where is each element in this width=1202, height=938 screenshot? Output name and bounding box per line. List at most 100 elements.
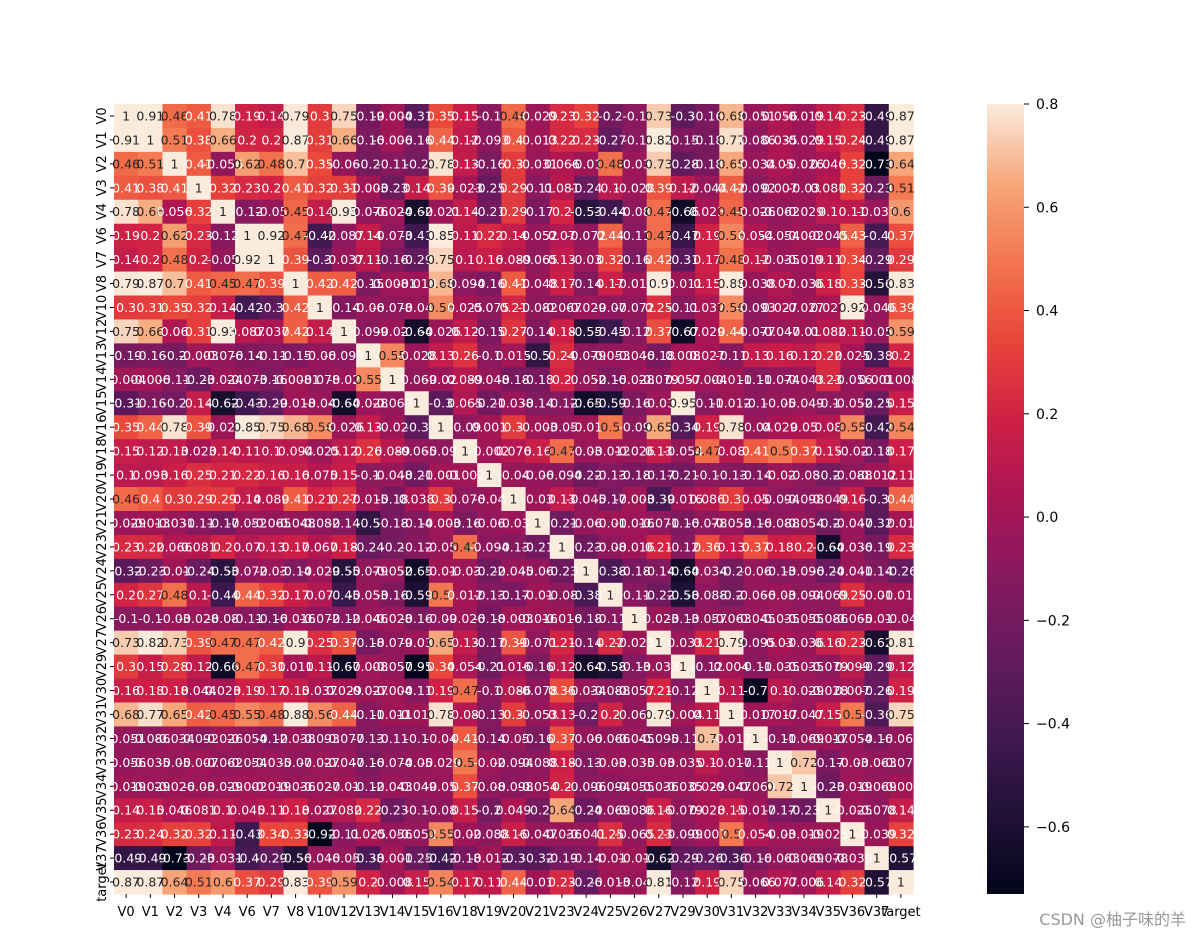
heatmap-cell [307, 367, 333, 392]
heatmap-cell [210, 439, 236, 464]
heatmap-cell [259, 798, 285, 823]
cell-annotation: 0.23 [233, 180, 261, 195]
cell-annotation: 0.47 [233, 276, 261, 291]
cell-annotation: 0.012 [447, 587, 483, 602]
y-tick-label: V15 [95, 391, 110, 416]
heatmap-cell [888, 127, 914, 153]
heatmap-cell [816, 846, 841, 871]
heatmap-cell [283, 510, 309, 536]
x-tick-label: V20 [501, 905, 526, 920]
cell-annotation: 0.32 [306, 180, 334, 195]
cell-annotation: -0.016 [275, 611, 315, 626]
cell-annotation: -0.012 [857, 468, 897, 483]
heatmap-cell [840, 654, 866, 680]
heatmap-cell [598, 702, 624, 728]
heatmap-cell [598, 199, 624, 225]
cell-annotation: 0.41 [742, 444, 770, 459]
heatmap-cell [380, 534, 406, 560]
cell-annotation: -0.16 [594, 372, 626, 387]
cell-annotation: 0.035 [762, 132, 798, 147]
cell-annotation: 0.47 [451, 683, 479, 698]
heatmap-cell [598, 295, 624, 321]
heatmap-cell [162, 702, 188, 728]
cell-annotation: -0.05 [255, 204, 287, 219]
heatmap-cell [331, 271, 357, 297]
cell-annotation: 0.11 [814, 252, 842, 267]
heatmap-cell [574, 295, 599, 321]
cell-annotation: 0.55 [379, 348, 407, 363]
heatmap-cell [210, 822, 236, 847]
heatmap-cell [840, 247, 866, 273]
cell-annotation: -0.076 [203, 348, 243, 363]
cell-annotation: -0.1 [816, 396, 840, 411]
heatmap-cell [404, 463, 430, 488]
cell-annotation: 0.39 [185, 420, 213, 435]
heatmap-cell [428, 487, 454, 512]
cell-annotation: 0.48 [596, 156, 624, 171]
heatmap-cell [864, 175, 890, 201]
heatmap-cell [404, 558, 430, 584]
cell-annotation: -0.64 [328, 396, 360, 411]
cell-annotation: 0.75 [427, 252, 455, 267]
cell-annotation: -0.05 [425, 539, 457, 554]
cell-annotation: -0.14 [400, 515, 432, 530]
cell-annotation: -0.018 [275, 396, 315, 411]
cell-annotation: 0.37 [887, 228, 915, 243]
cell-annotation: -0.078 [687, 515, 727, 530]
heatmap-cell [307, 439, 333, 464]
heatmap-cell [452, 798, 478, 823]
cell-annotation: -0.06 [473, 515, 505, 530]
heatmap-cell [404, 271, 430, 297]
heatmap-cell [549, 199, 575, 225]
cell-annotation: -0.024 [203, 372, 243, 387]
heatmap-cell [549, 415, 575, 440]
cell-annotation: 0.66 [209, 132, 237, 147]
cell-annotation: -0.072 [300, 611, 340, 626]
heatmap-cell [356, 247, 381, 273]
heatmap-cell [404, 175, 430, 201]
heatmap-cell [888, 415, 914, 440]
y-tick-label: V34 [95, 774, 110, 799]
x-tick-label: V6 [239, 905, 256, 920]
cell-annotation: 0.92 [257, 228, 285, 243]
heatmap-cell [840, 702, 866, 728]
cell-annotation: -0.03 [158, 611, 190, 626]
cell-annotation: -0.06 [328, 156, 360, 171]
heatmap-cell [816, 295, 841, 321]
heatmap-cell [501, 127, 527, 153]
cell-annotation: -0.24 [812, 563, 844, 578]
heatmap-cell [307, 199, 333, 225]
heatmap-cell [307, 223, 333, 249]
cell-annotation: 0.35 [306, 156, 334, 171]
cell-annotation: 0.48 [257, 156, 285, 171]
heatmap-cell [670, 127, 696, 153]
heatmap-cell [235, 534, 260, 560]
heatmap-cell [331, 822, 357, 847]
heatmap-cell [695, 199, 720, 225]
heatmap-cell [888, 319, 914, 344]
cell-annotation: 0.13 [548, 492, 576, 507]
cell-annotation: 0.39 [282, 252, 310, 267]
cell-annotation: -0.13 [497, 539, 529, 554]
cell-annotation: 0.88 [717, 276, 745, 291]
heatmap-cell [307, 391, 333, 416]
heatmap-cell [574, 175, 599, 201]
heatmap-cell [791, 223, 817, 249]
heatmap-cell [622, 151, 648, 177]
cell-annotation: 0.14 [257, 108, 285, 123]
cell-annotation: 0.42 [282, 324, 310, 339]
heatmap-cell [840, 415, 866, 440]
heatmap-cell [138, 199, 164, 225]
heatmap-cell [719, 630, 745, 656]
heatmap-cell [259, 702, 285, 728]
heatmap-cell [549, 151, 575, 177]
heatmap-cell [452, 846, 478, 871]
y-tick-label: V21 [95, 510, 110, 535]
heatmap-cell [719, 127, 745, 153]
heatmap-cell [767, 271, 793, 297]
heatmap-cell [380, 654, 406, 680]
heatmap-cell [719, 439, 745, 464]
cell-annotation: -0.074 [760, 372, 800, 387]
cell-annotation: -0.071 [639, 515, 679, 530]
heatmap-cell [283, 654, 309, 680]
